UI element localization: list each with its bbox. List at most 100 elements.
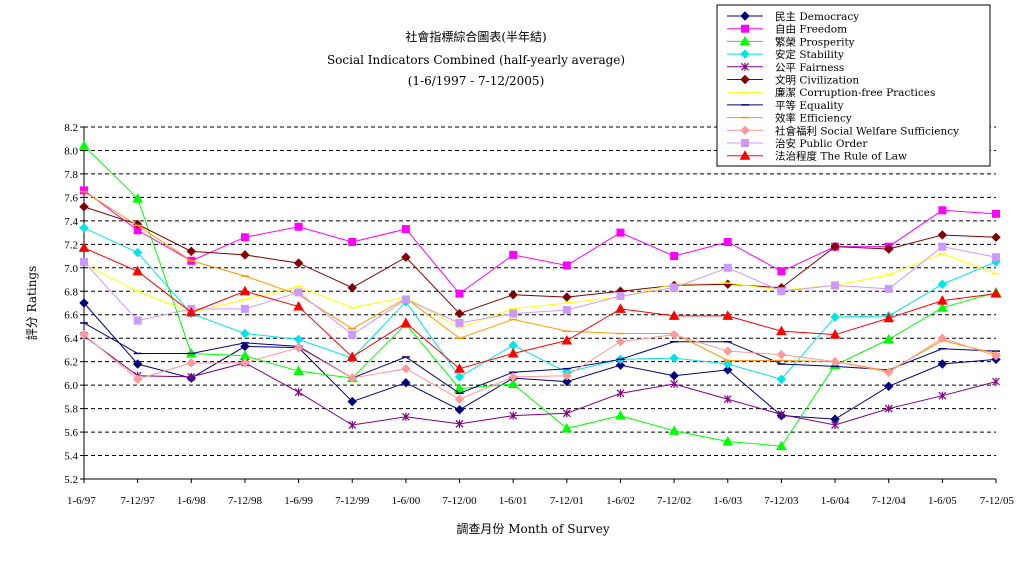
data-point (132, 265, 144, 276)
data-point (132, 247, 143, 258)
series-9 (79, 329, 1001, 404)
y-tick-label: 6.8 (64, 286, 78, 298)
x-tick-label: 1-6/05 (928, 495, 957, 507)
x-tick-label: 7-12/03 (764, 495, 799, 507)
y-tick-label: 7.2 (64, 239, 78, 251)
data-point (509, 309, 518, 318)
data-point (723, 365, 733, 375)
data-point (294, 222, 303, 231)
data-point (562, 261, 571, 270)
data-point (454, 308, 465, 319)
data-point (831, 421, 839, 430)
x-tick-label: 1-6/02 (606, 495, 635, 507)
data-point (454, 383, 465, 393)
data-point (723, 395, 732, 404)
data-point (670, 252, 679, 261)
series-7 (80, 322, 1000, 395)
data-point (80, 186, 88, 195)
legend-label: 文明 Civilization (775, 74, 859, 87)
data-point (400, 317, 412, 327)
series-line (83, 227, 997, 380)
series-line (83, 335, 997, 426)
data-point (883, 381, 894, 392)
legend-label: 公平 Fairness (775, 62, 844, 74)
data-point (348, 330, 357, 339)
data-point (723, 359, 733, 369)
legend-item: 社會福利 Social Welfare Sufficiency (727, 124, 959, 137)
data-point (615, 410, 626, 420)
data-point (401, 225, 410, 234)
data-point (723, 346, 733, 356)
data-point (240, 304, 249, 313)
y-tick-label: 7.4 (64, 216, 78, 228)
series-11 (78, 242, 1002, 373)
y-tick-label: 7.8 (64, 169, 78, 181)
series-0 (79, 298, 1001, 424)
data-point (668, 310, 680, 320)
legend-label: 平等 Equality (775, 99, 844, 112)
data-point (776, 440, 787, 451)
legend-item: 治安 Public Order (727, 137, 868, 150)
legend-item: 民主 Democracy (727, 11, 859, 23)
data-point (240, 358, 250, 368)
data-point (562, 306, 571, 315)
data-point (884, 404, 893, 413)
y-tick-label: 8.0 (64, 145, 78, 157)
legend-item: 平等 Equality (727, 99, 844, 112)
x-tick-label: 1-6/01 (499, 495, 528, 507)
data-point (883, 244, 894, 254)
data-point (616, 291, 625, 300)
legend-marker (740, 125, 750, 136)
data-point (294, 288, 303, 297)
x-tick-label: 7-12/01 (550, 495, 584, 507)
chart-title-line-1: 社會指標綜合圖表(半年結) (405, 29, 546, 44)
data-point (616, 389, 625, 398)
legend-marker (739, 35, 751, 46)
data-point (454, 363, 465, 373)
data-point (454, 405, 465, 415)
x-tick-label: 7-12/99 (335, 495, 370, 507)
series-10 (80, 242, 1000, 339)
data-point (348, 421, 357, 430)
data-point (615, 337, 626, 347)
legend-label: 安定 Stability (775, 48, 844, 61)
data-point (185, 306, 197, 317)
x-tick-label: 7-12/97 (121, 495, 156, 507)
x-tick-label: 7-12/98 (228, 495, 263, 507)
y-tick-label: 6.6 (64, 310, 78, 322)
y-axis-label: 評分 Ratings (24, 266, 39, 341)
legend-label: 民主 Democracy (775, 11, 859, 23)
legend-item: 效率 Efficiency (727, 112, 852, 125)
data-point (347, 396, 357, 407)
data-point (78, 242, 90, 252)
series-line (83, 322, 997, 394)
data-point (991, 232, 1001, 243)
data-point (883, 367, 894, 377)
data-point (294, 388, 303, 397)
data-point (132, 359, 143, 369)
data-point (937, 333, 948, 343)
legend-label: 治安 Public Order (775, 137, 868, 150)
series-line (83, 145, 997, 447)
legend-item: 繁榮 Prosperity (727, 35, 855, 48)
legend-item: 廉潔 Corruption-free Practices (727, 86, 935, 99)
data-point (830, 312, 840, 322)
data-point (561, 423, 573, 433)
legend-label: 繁榮 Prosperity (775, 35, 855, 48)
data-point (991, 351, 1001, 361)
data-point (561, 335, 573, 345)
data-point (293, 301, 304, 311)
y-tick-label: 7.0 (64, 263, 78, 275)
data-point (831, 281, 840, 290)
data-point (347, 373, 357, 383)
x-tick-label: 7-12/04 (872, 495, 907, 507)
data-point (777, 410, 786, 419)
data-point (883, 333, 895, 344)
data-point (347, 283, 357, 293)
data-point (776, 325, 787, 336)
legend-box (716, 4, 991, 167)
data-point (240, 328, 250, 339)
data-point (936, 295, 948, 305)
series-line (83, 302, 997, 420)
